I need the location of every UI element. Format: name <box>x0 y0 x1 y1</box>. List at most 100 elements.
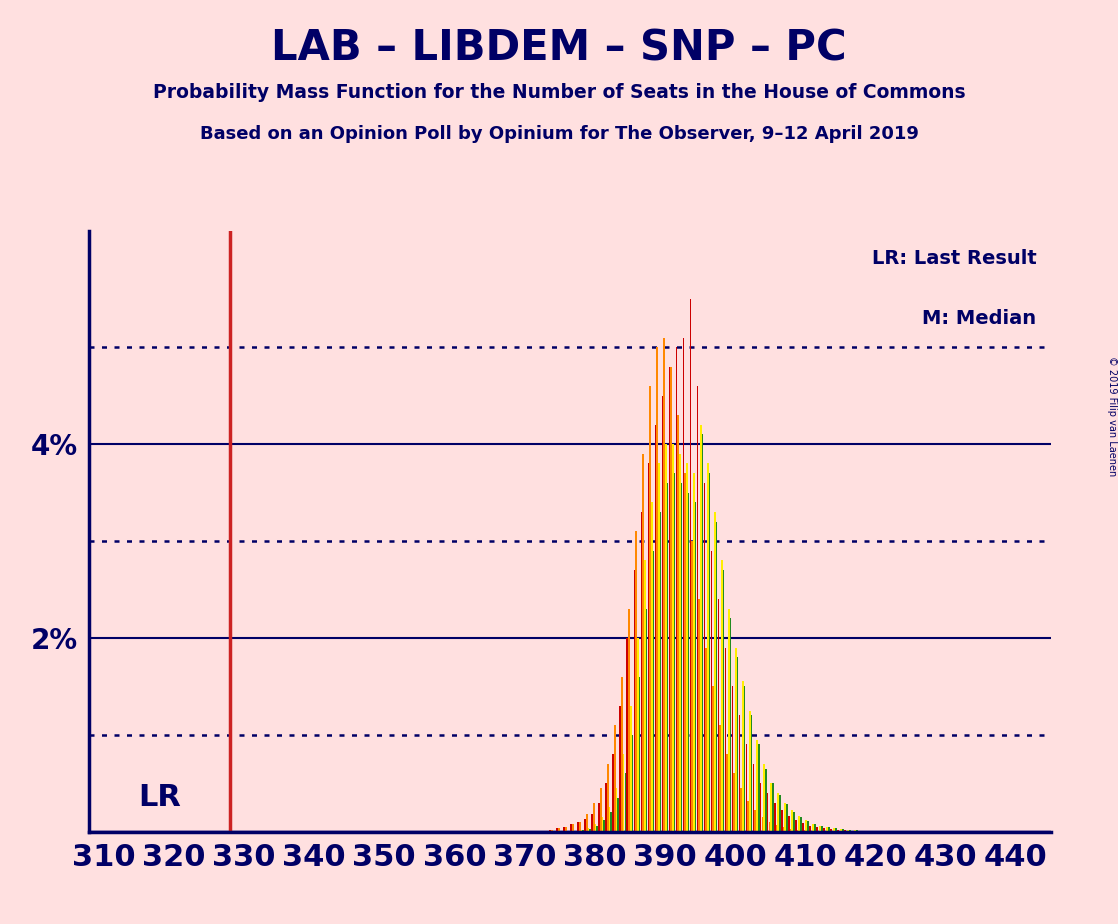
Bar <box>716 522 718 832</box>
Bar <box>557 828 558 832</box>
Bar <box>712 687 714 832</box>
Bar <box>558 828 560 832</box>
Bar <box>786 805 787 832</box>
Bar <box>609 808 610 832</box>
Bar <box>570 824 572 832</box>
Bar <box>833 828 835 832</box>
Bar <box>865 831 866 832</box>
Bar <box>703 483 705 832</box>
Bar <box>610 812 613 832</box>
Bar <box>749 711 751 832</box>
Bar <box>582 830 584 832</box>
Bar <box>779 795 780 832</box>
Bar <box>654 425 656 832</box>
Bar <box>835 828 836 832</box>
Bar <box>580 830 582 832</box>
Bar <box>800 817 802 832</box>
Bar <box>809 826 811 832</box>
Bar <box>870 831 872 832</box>
Bar <box>672 444 674 832</box>
Bar <box>577 822 579 832</box>
Bar <box>641 512 642 832</box>
Bar <box>816 827 817 832</box>
Bar <box>662 395 663 832</box>
Text: LR: LR <box>139 784 181 812</box>
Bar <box>586 814 588 832</box>
Bar <box>847 830 849 832</box>
Bar <box>823 828 825 832</box>
Bar <box>862 831 863 832</box>
Bar <box>572 824 574 832</box>
Bar <box>804 830 805 832</box>
Bar <box>830 829 832 832</box>
Bar <box>619 706 622 832</box>
Bar <box>684 473 686 832</box>
Bar <box>771 784 774 832</box>
Bar <box>797 830 798 832</box>
Bar <box>841 829 842 832</box>
Bar <box>671 367 672 832</box>
Bar <box>607 764 609 832</box>
Bar <box>593 803 595 832</box>
Bar <box>600 788 601 832</box>
Bar <box>714 512 716 832</box>
Bar <box>617 797 619 832</box>
Bar <box>755 810 756 832</box>
Bar <box>879 831 881 832</box>
Bar <box>856 830 858 832</box>
Bar <box>638 676 641 832</box>
Bar <box>854 830 856 832</box>
Bar <box>748 800 749 832</box>
Bar <box>789 829 792 832</box>
Text: © 2019 Filip van Laenen: © 2019 Filip van Laenen <box>1108 356 1117 476</box>
Bar <box>705 648 707 832</box>
Bar <box>788 816 789 832</box>
Bar <box>690 298 691 832</box>
Bar <box>727 754 728 832</box>
Bar <box>733 773 736 832</box>
Bar <box>837 830 838 832</box>
Bar <box>656 347 657 832</box>
Bar <box>565 827 567 832</box>
Bar <box>626 638 628 832</box>
Bar <box>737 657 739 832</box>
Bar <box>707 464 709 832</box>
Bar <box>711 551 712 832</box>
Bar <box>613 754 614 832</box>
Bar <box>622 676 623 832</box>
Bar <box>675 347 678 832</box>
Bar <box>657 464 660 832</box>
Bar <box>817 831 819 832</box>
Bar <box>650 386 651 832</box>
Bar <box>826 827 828 832</box>
Bar <box>774 803 776 832</box>
Bar <box>683 337 684 832</box>
Bar <box>614 725 616 832</box>
Bar <box>660 512 661 832</box>
Bar <box>623 754 625 832</box>
Bar <box>644 560 645 832</box>
Bar <box>828 827 830 832</box>
Bar <box>709 473 710 832</box>
Bar <box>625 773 626 832</box>
Bar <box>694 503 697 832</box>
Bar <box>784 803 786 832</box>
Bar <box>740 788 742 832</box>
Bar <box>882 831 884 832</box>
Bar <box>805 820 807 832</box>
Bar <box>872 831 874 832</box>
Bar <box>770 784 771 832</box>
Bar <box>869 831 870 832</box>
Bar <box>795 820 796 832</box>
Bar <box>679 454 681 832</box>
Text: M: Median: M: Median <box>922 309 1036 328</box>
Bar <box>793 812 795 832</box>
Bar <box>798 816 800 832</box>
Bar <box>642 454 644 832</box>
Bar <box>724 648 727 832</box>
Bar <box>574 831 576 832</box>
Bar <box>588 828 589 832</box>
Bar <box>591 814 593 832</box>
Bar <box>595 824 596 832</box>
Bar <box>802 823 804 832</box>
